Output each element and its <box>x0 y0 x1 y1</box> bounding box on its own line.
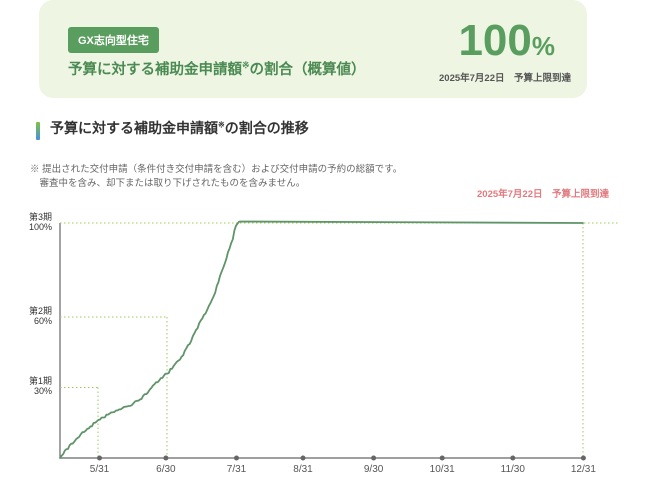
svg-text:7/31: 7/31 <box>227 464 247 475</box>
svg-text:30%: 30% <box>34 386 52 396</box>
svg-text:11/30: 11/30 <box>501 464 526 475</box>
svg-text:8/31: 8/31 <box>293 464 313 475</box>
svg-text:第1期: 第1期 <box>29 375 52 386</box>
svg-text:5/31: 5/31 <box>90 464 110 475</box>
svg-text:6/30: 6/30 <box>156 464 176 475</box>
svg-text:12/31: 12/31 <box>571 464 596 475</box>
svg-text:9/30: 9/30 <box>364 464 384 475</box>
svg-text:第2期: 第2期 <box>29 305 52 316</box>
svg-text:100%: 100% <box>29 222 52 232</box>
svg-text:10/31: 10/31 <box>430 464 455 475</box>
svg-text:第3期: 第3期 <box>29 211 52 222</box>
svg-text:60%: 60% <box>34 316 52 326</box>
